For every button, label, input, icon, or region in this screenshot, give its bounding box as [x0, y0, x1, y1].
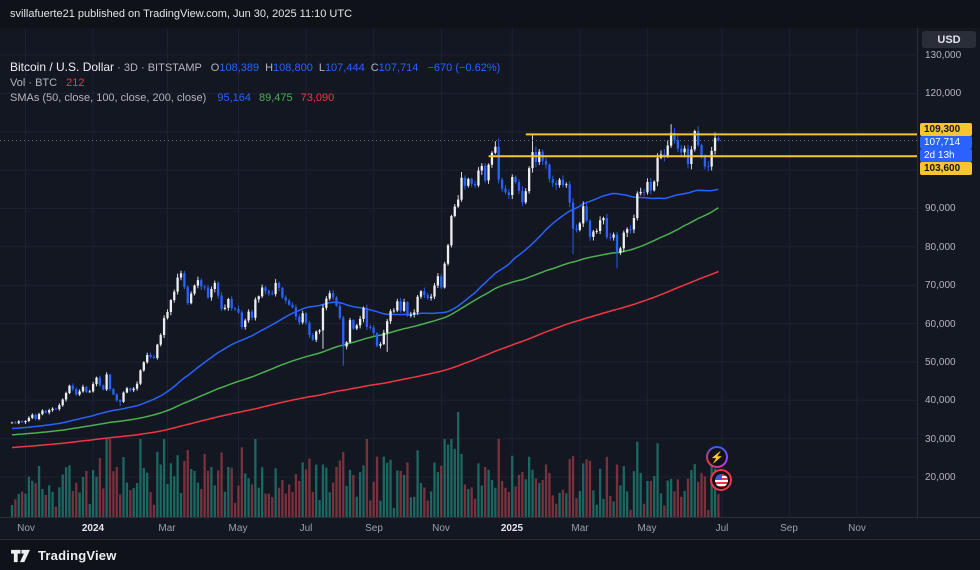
time-axis-label: Nov [848, 523, 866, 534]
reaction-boost-button[interactable]: ⚡ [706, 446, 728, 468]
candlestick-series[interactable] [10, 124, 720, 425]
time-axis-label: Nov [432, 523, 450, 534]
ohlc-letter: H [265, 62, 274, 74]
last-price-tag: 107,714 [920, 136, 972, 149]
price-axis-label: 50,000 [925, 357, 956, 368]
ohlc-value: 107,714 [378, 62, 419, 74]
volume-series [10, 412, 720, 517]
sma-values: 95,164 89,475 73,090 [209, 92, 334, 104]
symbol-name[interactable]: Bitcoin / U.S. Dollar [10, 60, 115, 74]
price-axis-label: 90,000 [925, 203, 956, 214]
time-axis-label: May [637, 523, 657, 534]
time-axis-label: Mar [571, 523, 589, 534]
sma-200-line[interactable] [11, 270, 719, 449]
price-axis-label: 40,000 [925, 395, 956, 406]
time-axis-label: 2025 [500, 523, 524, 534]
legend-sma-row[interactable]: SMAs (50, close, 100, close, 200, close)… [10, 91, 500, 105]
price-axis-label: 130,000 [925, 50, 962, 61]
interval-label[interactable]: 3D [123, 62, 138, 74]
ohlc-letter: O [210, 62, 220, 74]
level-price-tag: 103,600 [920, 162, 972, 175]
ohlc-value: 108,800 [273, 62, 313, 74]
ohlc-letter: C [370, 62, 379, 74]
legend-symbol-row[interactable]: Bitcoin / U.S. Dollar · 3D · BITSTAMP O1… [10, 60, 501, 74]
time-axis-label: May [228, 523, 248, 534]
change-value: −670 (−0.62%) [427, 62, 501, 74]
sma-100-line[interactable] [11, 207, 719, 436]
time-axis-label: Jul [715, 523, 729, 534]
volume-label: Vol · BTC [10, 77, 58, 89]
price-axis-label: 70,000 [925, 280, 956, 291]
time-axis-label: Mar [158, 523, 176, 534]
chart-plot[interactable]: Bitcoin / U.S. Dollar · 3D · BITSTAMP O1… [0, 28, 917, 517]
volume-value: 212 [66, 77, 85, 89]
attribution-bar: svillafuerte21 published on TradingView.… [0, 0, 980, 28]
legend: Bitcoin / U.S. Dollar · 3D · BITSTAMP O1… [10, 60, 500, 106]
grid [0, 28, 917, 517]
footer-brand[interactable]: TradingView [38, 547, 117, 563]
lightning-icon: ⚡ [710, 451, 724, 464]
time-axis-label: Sep [780, 523, 798, 534]
attribution-text: svillafuerte21 published on TradingView.… [10, 8, 353, 20]
footer-bar: TradingView [0, 539, 980, 570]
tradingview-logo-icon[interactable] [10, 547, 31, 564]
bar-countdown-tag: 2d 13h [920, 149, 972, 162]
time-axis-label: 2024 [81, 523, 105, 534]
price-axis-label: 20,000 [925, 472, 956, 483]
sma-value: 89,475 [258, 92, 293, 104]
candlestick-chart[interactable] [0, 28, 917, 517]
sma-value: 73,090 [300, 92, 335, 104]
time-axis-label: Jul [299, 523, 313, 534]
level-price-tag: 109,300 [920, 123, 972, 136]
time-axis-label: Nov [17, 523, 35, 534]
price-axis-label: 60,000 [925, 319, 956, 330]
reaction-flag-button[interactable] [710, 469, 732, 491]
flag-icon [714, 473, 728, 487]
price-axis-label: 80,000 [925, 242, 956, 253]
legend-volume-row[interactable]: Vol · BTC 212 [10, 76, 500, 90]
time-axis[interactable]: Nov 2024 Mar May Jul Sep Nov 2025 Mar May Jul Sep No… [0, 517, 980, 539]
price-axis-label: 120,000 [925, 88, 962, 99]
ohlc-value: 108,389 [219, 62, 260, 74]
ohlc-value: 107,444 [324, 62, 365, 74]
ohlc-letter: L [318, 62, 325, 74]
price-axis[interactable]: USD 130,000 120,000 90,000 80,000 70,000 60,0… [917, 28, 980, 517]
time-axis-label: Sep [365, 523, 383, 534]
exchange-label[interactable]: BITSTAMP [147, 62, 202, 74]
sma-label: SMAs (50, close, 100, close, 200, close) [10, 92, 207, 104]
currency-button[interactable]: USD [922, 31, 976, 48]
price-axis-label: 30,000 [925, 434, 956, 445]
ohlc-values: O108,389 H108,800 L107,444 C107,714 [205, 62, 419, 74]
sma-50-line[interactable] [11, 188, 719, 430]
sma-value: 95,164 [217, 92, 251, 104]
